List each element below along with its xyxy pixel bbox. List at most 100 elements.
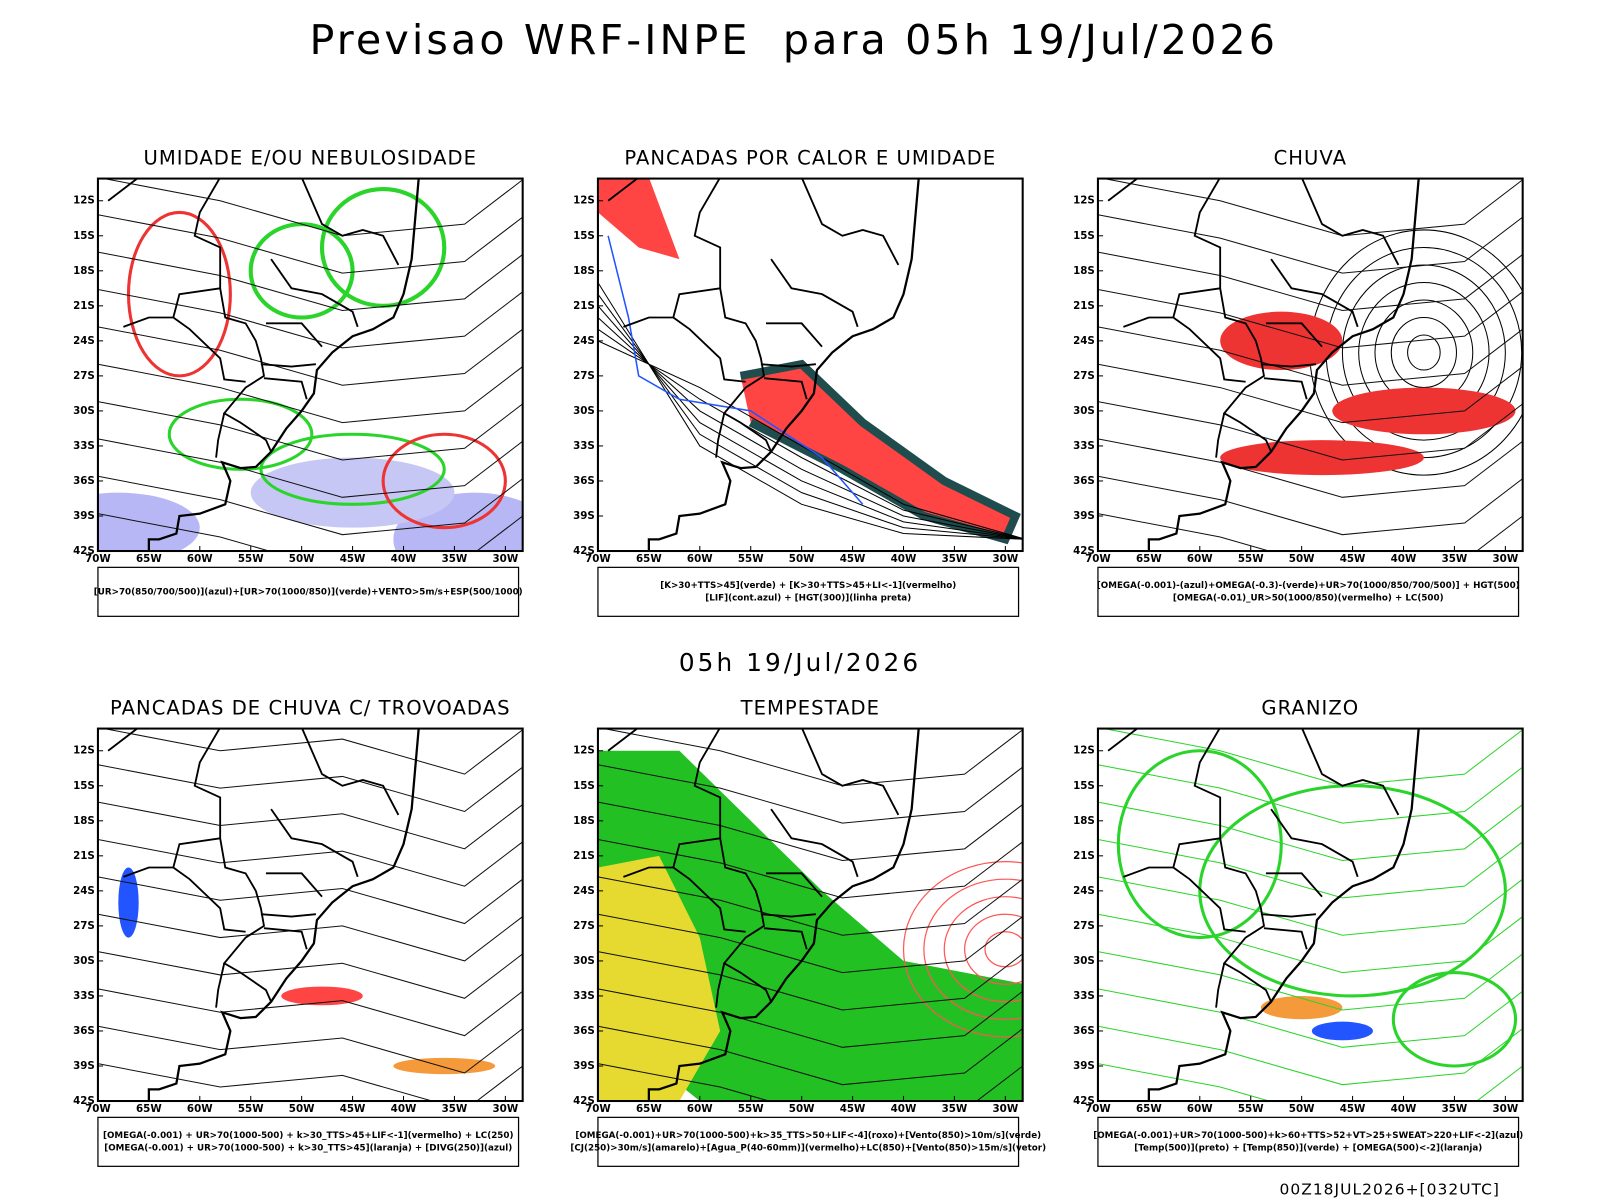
streamline xyxy=(97,764,523,813)
border xyxy=(215,413,226,458)
field-contour xyxy=(393,1057,496,1075)
lon-tick-label: 35W xyxy=(442,1103,468,1115)
streamline xyxy=(597,951,1023,1011)
lon-tick-label: 60W xyxy=(687,1103,713,1115)
coastline xyxy=(647,178,920,552)
border xyxy=(766,872,823,898)
streamline xyxy=(97,288,523,349)
field-contour xyxy=(167,397,314,471)
streamline xyxy=(97,988,523,1037)
border xyxy=(1107,728,1139,752)
lat-tick-label: 15S xyxy=(73,230,95,242)
lon-tick-label: 70W xyxy=(585,1103,611,1115)
panel-title: PANCADAS POR CALOR E UMIDADE xyxy=(624,147,996,170)
border xyxy=(770,258,859,328)
streamline xyxy=(97,913,523,962)
border xyxy=(1260,913,1317,918)
lat-tick-label: 24S xyxy=(573,885,595,897)
lon-tick-label: 65W xyxy=(1136,553,1162,565)
lon-tick-label: 50W xyxy=(289,553,315,565)
lon-tick-label: 50W xyxy=(789,553,815,565)
streamline xyxy=(97,951,523,999)
legend-text: [OMEGA(-0.001) + UR>70(1000-500) + k>30_… xyxy=(104,1143,512,1153)
streamline xyxy=(1097,251,1523,312)
field-contour xyxy=(259,432,446,506)
border xyxy=(763,927,808,950)
streamline xyxy=(597,1063,1023,1102)
legend-box xyxy=(1097,1116,1520,1167)
border xyxy=(623,837,721,878)
lon-tick-label: 70W xyxy=(85,553,111,565)
map-frame xyxy=(1096,727,1524,1103)
lat-tick-label: 36S xyxy=(73,475,95,487)
border xyxy=(672,866,746,933)
height-line xyxy=(597,317,1023,540)
border xyxy=(760,363,817,368)
border xyxy=(301,178,400,266)
border xyxy=(172,316,246,383)
lat-tick-label: 15S xyxy=(573,230,595,242)
lat-tick-label: 27S xyxy=(1073,920,1095,932)
lat-tick-label: 21S xyxy=(1073,300,1095,312)
lat-tick-label: 30S xyxy=(1073,955,1095,967)
water-contour xyxy=(902,861,1023,1038)
lat-tick-label: 36S xyxy=(73,1025,95,1037)
lon-tick-label: 50W xyxy=(289,1103,315,1115)
lon-tick-label: 35W xyxy=(1442,1103,1468,1115)
map-panel: UMIDADE E/OU NEBULOSIDADE 12S 15S 18S 21S 24S… xyxy=(73,147,524,617)
streamline xyxy=(97,214,523,274)
lat-tick-label: 24S xyxy=(1073,335,1095,347)
lon-tick-label: 50W xyxy=(1289,1103,1315,1115)
map-frame xyxy=(1096,177,1524,553)
lon-tick-label: 35W xyxy=(442,553,468,565)
border xyxy=(801,178,900,266)
lon-tick-label: 40W xyxy=(1391,1103,1417,1115)
lon-tick-label: 65W xyxy=(136,1103,162,1115)
legend-text: [LIF](cont.azul) + [HGT(300)](linha pret… xyxy=(705,593,911,603)
lon-tick-label: 30W xyxy=(993,1103,1019,1115)
field-contour xyxy=(1220,440,1424,476)
border xyxy=(1301,728,1400,816)
lon-tick-label: 50W xyxy=(1289,553,1315,565)
border xyxy=(1270,808,1359,878)
height-line xyxy=(597,305,1023,540)
streamline xyxy=(97,438,523,498)
map-body xyxy=(1097,728,1523,1102)
lat-tick-label: 39S xyxy=(573,510,595,522)
lon-tick-label: 55W xyxy=(238,553,264,565)
border xyxy=(1123,837,1221,878)
streamline xyxy=(97,363,523,424)
legend-box xyxy=(597,566,1020,617)
legend-text: [OMEGA(-0.001)+UR>70(1000-500)+k>35_TTS>… xyxy=(575,1131,1041,1141)
streamline xyxy=(1097,913,1523,974)
lat-tick-label: 39S xyxy=(73,510,95,522)
lat-tick-label: 42S xyxy=(1073,1095,1095,1107)
legend-text: [K>30+TTS>45](verde) + [K>30+TTS>45+LI<-… xyxy=(660,581,956,591)
streamline xyxy=(1097,401,1523,461)
lat-tick-label: 15S xyxy=(73,780,95,792)
lat-tick-label: 36S xyxy=(573,475,595,487)
border xyxy=(266,872,323,898)
lat-tick-label: 15S xyxy=(1073,780,1095,792)
border xyxy=(1270,258,1359,328)
lon-tick-label: 40W xyxy=(391,553,417,565)
lon-tick-label: 45W xyxy=(1340,553,1366,565)
lon-tick-label: 40W xyxy=(1391,553,1417,565)
coastline xyxy=(147,178,420,552)
field-contour xyxy=(118,867,139,938)
lon-tick-label: 60W xyxy=(187,1103,213,1115)
map-frame xyxy=(596,727,1024,1103)
lat-tick-label: 21S xyxy=(573,300,595,312)
coastline xyxy=(147,728,420,1102)
lat-tick-label: 15S xyxy=(573,780,595,792)
border xyxy=(1215,963,1226,1008)
field-contour xyxy=(319,187,447,308)
border xyxy=(260,363,317,368)
border xyxy=(270,258,359,328)
lat-tick-label: 27S xyxy=(1073,370,1095,382)
lat-tick-label: 33S xyxy=(573,990,595,1002)
border xyxy=(266,322,323,348)
map-body xyxy=(1097,178,1523,552)
field-contour xyxy=(1311,1021,1373,1041)
